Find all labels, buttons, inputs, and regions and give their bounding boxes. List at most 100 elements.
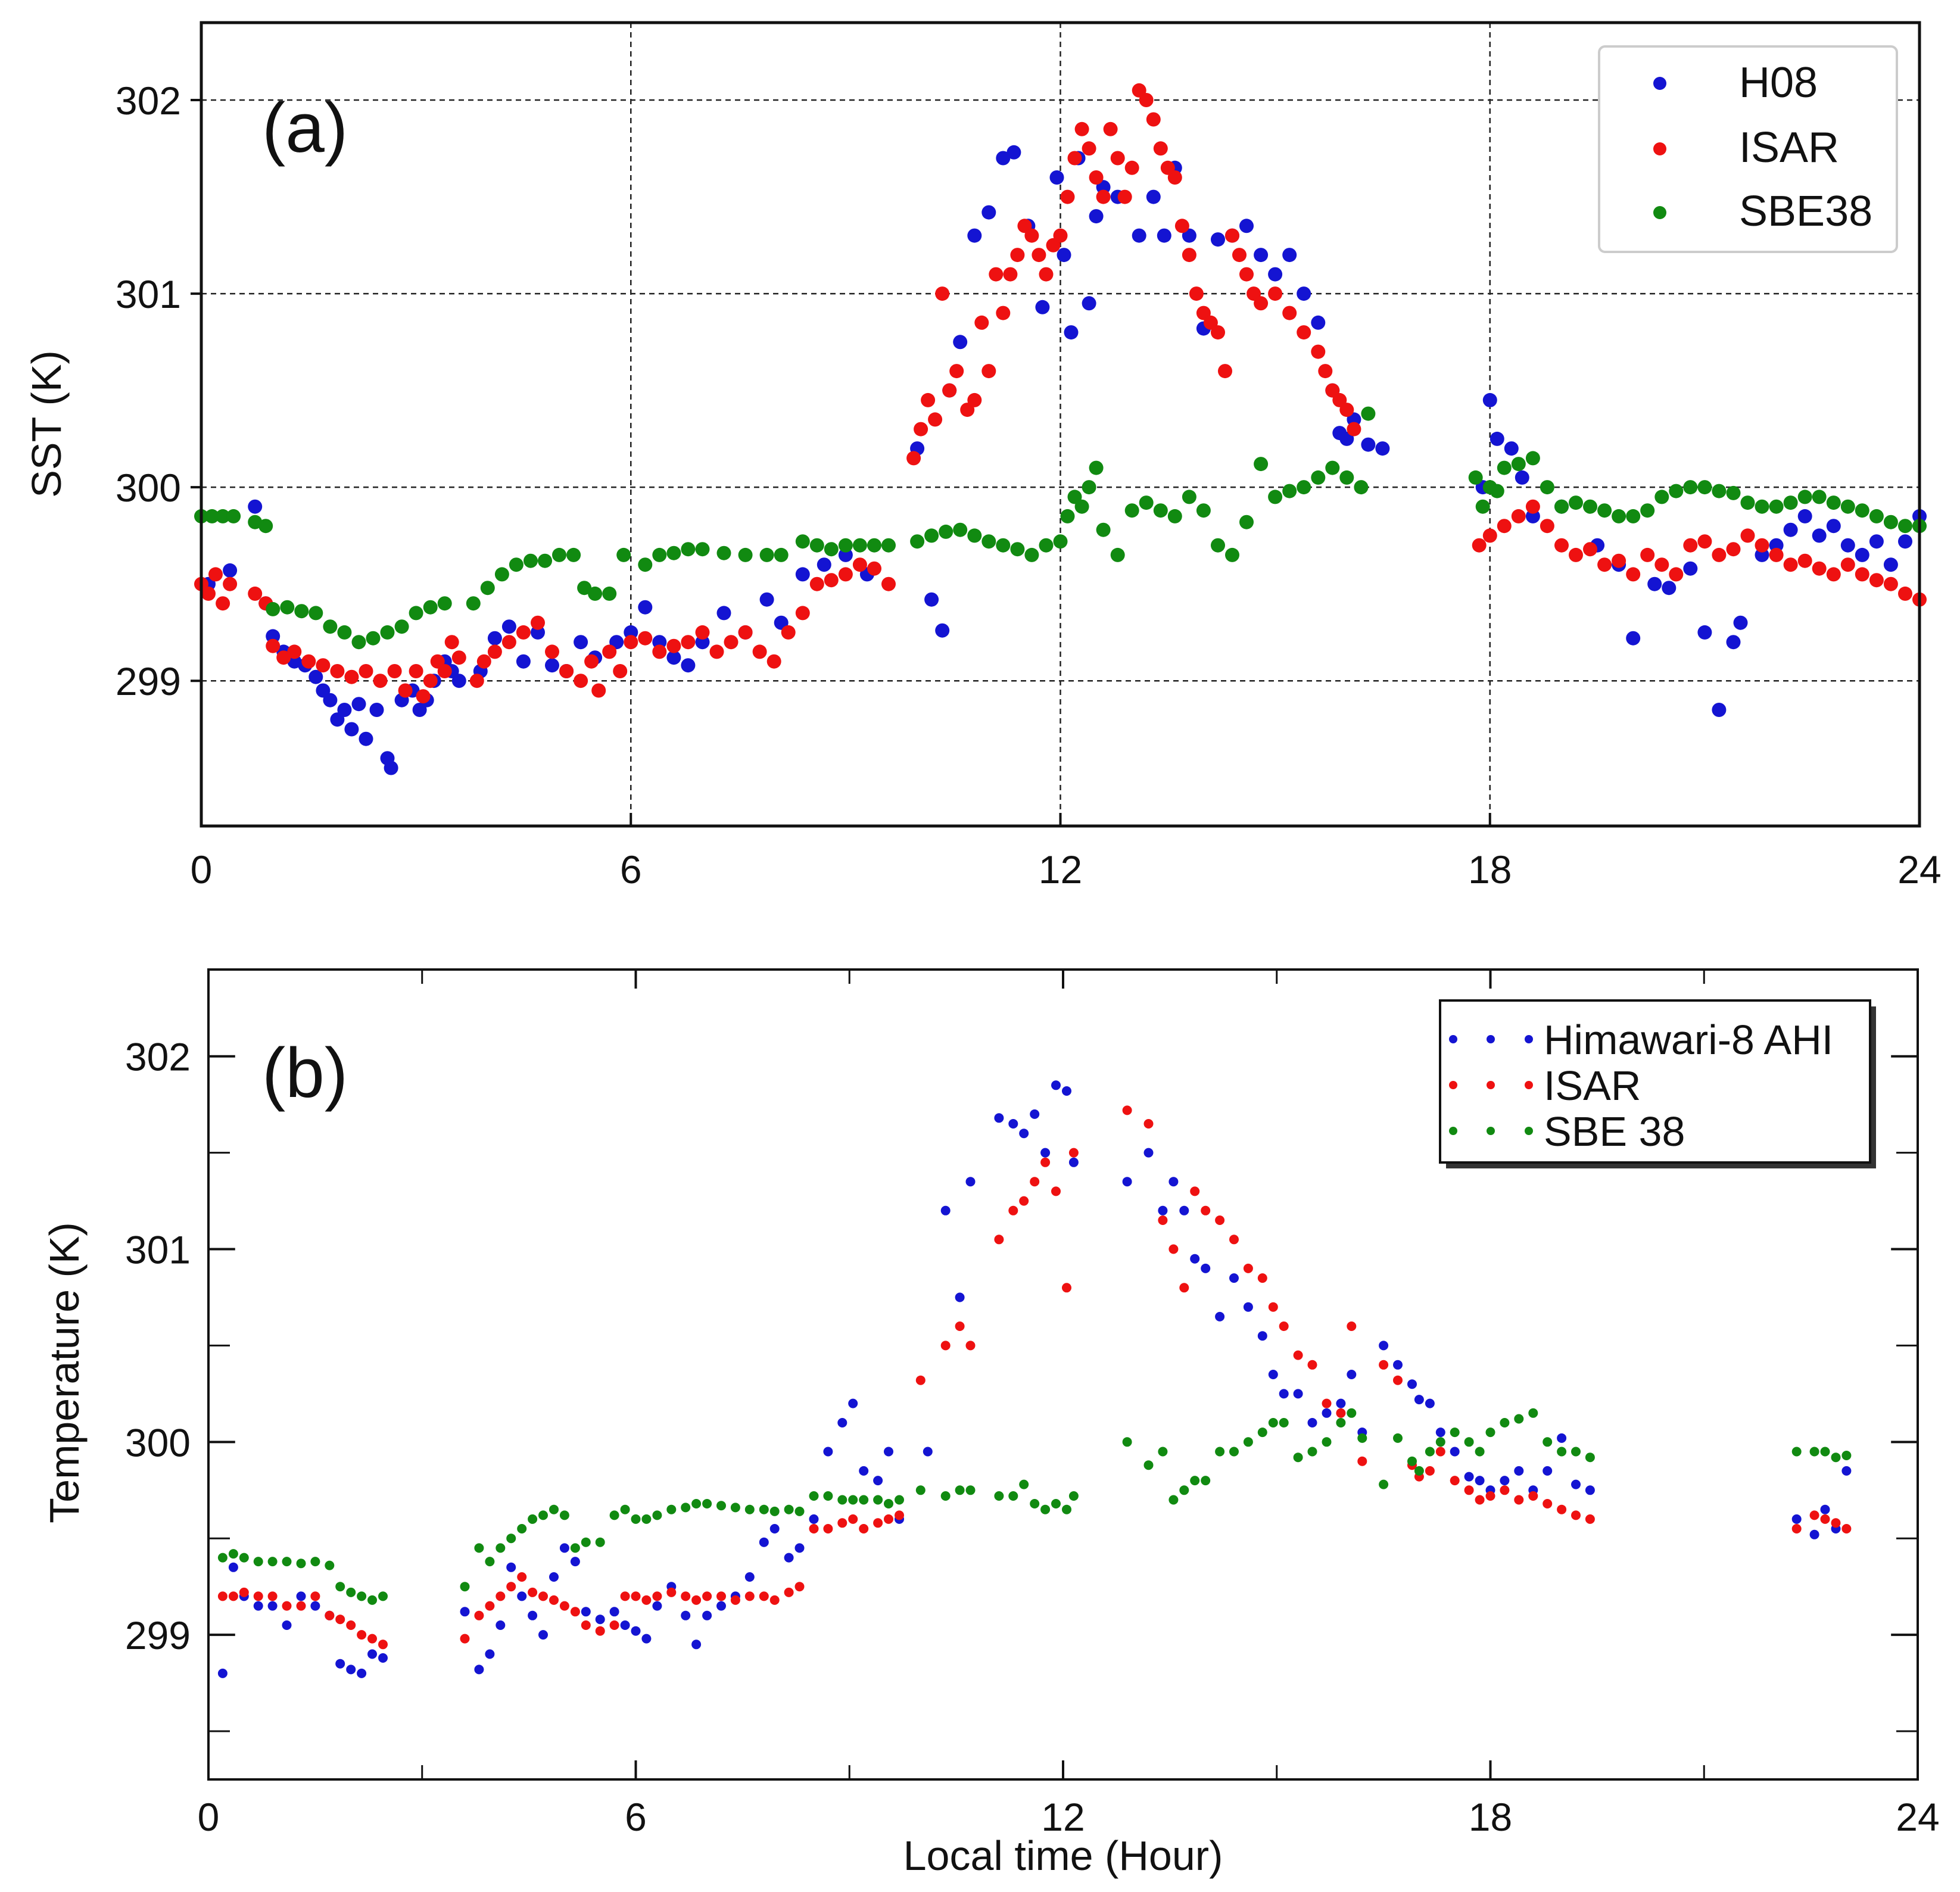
x-tick-label: 18: [1469, 1795, 1512, 1839]
data-point: [545, 658, 559, 673]
data-point: [949, 364, 964, 379]
data-point: [1450, 1447, 1460, 1457]
data-point: [1500, 1418, 1510, 1427]
data-point: [681, 658, 696, 673]
data-point: [335, 1659, 345, 1669]
data-point: [1514, 1466, 1524, 1476]
data-point: [1755, 499, 1769, 514]
data-point: [1182, 248, 1196, 263]
data-point: [1612, 509, 1626, 523]
data-point: [994, 1491, 1004, 1501]
data-point: [1726, 542, 1741, 557]
data-point: [487, 644, 502, 659]
data-point: [1003, 267, 1018, 282]
data-point: [873, 1476, 883, 1486]
legend-b-label-himawari: Himawari-8 AHI: [1544, 1017, 1833, 1063]
data-point: [416, 689, 431, 704]
data-point: [795, 534, 810, 549]
data-point: [1812, 528, 1827, 543]
data-point: [1500, 1485, 1510, 1495]
data-point: [666, 1504, 677, 1514]
panel-a: 0 6 12 18 24 299 300 301 302 (a) SST (K) H08 ISA…: [23, 21, 1942, 892]
data-point: [1393, 1375, 1403, 1385]
data-point: [323, 619, 338, 634]
data-point: [1669, 484, 1684, 498]
data-point: [1339, 403, 1354, 417]
panel-a-grid: [201, 23, 1920, 826]
data-point: [752, 644, 767, 659]
data-point: [994, 1235, 1004, 1245]
data-point: [517, 1524, 527, 1533]
data-point: [1791, 1514, 1802, 1524]
data-point: [620, 1591, 630, 1601]
data-point: [309, 606, 323, 621]
data-point: [423, 600, 438, 615]
data-point: [367, 1595, 377, 1605]
series-isar: [217, 1105, 1852, 1650]
data-point: [267, 1557, 278, 1567]
data-point: [652, 547, 667, 562]
data-point: [228, 1591, 238, 1601]
data-point: [1557, 1447, 1567, 1457]
data-point: [1336, 1398, 1346, 1408]
data-point: [248, 586, 263, 601]
data-point: [1485, 1491, 1495, 1501]
data-point: [1726, 635, 1741, 650]
data-point: [337, 703, 352, 717]
data-point: [1051, 1080, 1061, 1090]
panel-b-tick-labels: 0 6 12 18 24 299 300 301 302: [125, 1035, 1940, 1839]
data-point: [506, 1582, 516, 1592]
data-point: [460, 1634, 470, 1644]
data-point: [809, 1514, 819, 1524]
data-point: [466, 596, 481, 611]
data-point: [1826, 495, 1841, 510]
data-point: [1855, 503, 1869, 518]
series-sbe38: [194, 406, 1927, 650]
data-point: [409, 664, 423, 678]
data-point: [1190, 1186, 1200, 1196]
data-point: [1435, 1427, 1445, 1438]
data-point: [496, 1543, 506, 1553]
data-point: [310, 1557, 320, 1567]
data-point: [1218, 364, 1232, 379]
y-tick-label: 302: [116, 79, 181, 123]
data-point: [1571, 1510, 1581, 1520]
data-point: [1051, 1186, 1061, 1196]
data-point: [335, 1582, 345, 1592]
legend-dot: [1525, 1127, 1533, 1135]
data-point: [1067, 151, 1082, 166]
data-point: [666, 1587, 677, 1597]
data-point: [1361, 437, 1376, 452]
data-point: [1215, 1215, 1225, 1225]
y-tick-label: 300: [125, 1420, 191, 1464]
data-point: [217, 1668, 228, 1678]
series-sbe-38: [217, 1408, 1852, 1605]
data-point: [1357, 1433, 1367, 1443]
data-point: [1053, 228, 1068, 243]
data-point: [837, 1418, 847, 1427]
data-point: [296, 1591, 306, 1601]
data-point: [1040, 1504, 1051, 1514]
data-point: [570, 1557, 580, 1567]
data-point: [208, 567, 223, 582]
panel-a-points: [194, 83, 1927, 775]
data-point: [1464, 1472, 1474, 1482]
panel-a-tick-labels: 0 6 12 18 24 299 300 301 302: [116, 79, 1942, 892]
data-point: [223, 563, 238, 578]
data-point: [335, 1614, 345, 1625]
data-point: [1254, 296, 1269, 311]
panel-b-legend-box: [1439, 999, 1871, 1164]
panel-b-legend: Himawari-8 AHI ISAR SBE 38: [1439, 999, 1876, 1168]
data-point: [474, 1665, 484, 1675]
data-point: [223, 576, 238, 591]
data-point: [914, 422, 928, 437]
legend-a-label-isar: ISAR: [1739, 124, 1839, 172]
data-point: [795, 567, 810, 582]
data-point: [1347, 422, 1361, 437]
data-point: [809, 538, 824, 553]
data-point: [1168, 1495, 1179, 1505]
data-point: [1008, 1119, 1018, 1129]
data-point: [1831, 1518, 1841, 1528]
data-point: [1485, 1427, 1495, 1438]
